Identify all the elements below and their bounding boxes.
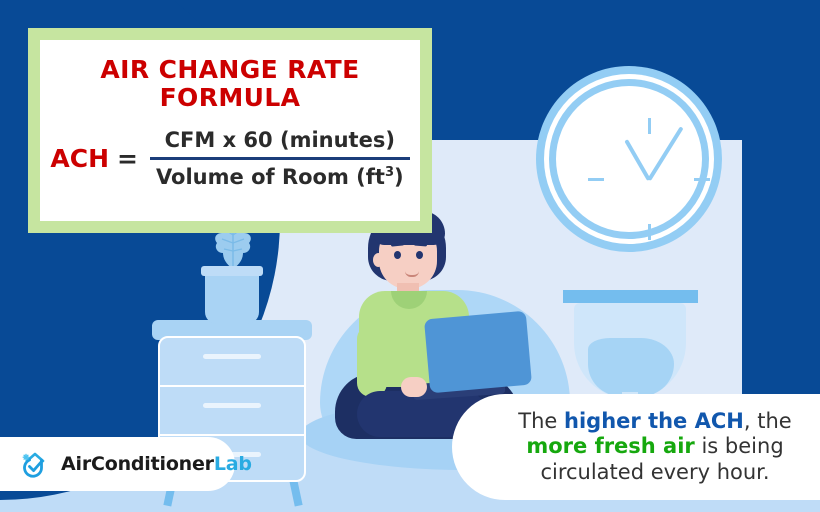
clock-face — [556, 86, 710, 240]
formula-card-inner: AIR CHANGE RATE FORMULA ACH = CFM x 60 (… — [40, 40, 420, 221]
clock-tick-9 — [588, 178, 604, 181]
plant-pot-lip — [201, 266, 263, 276]
denominator-exponent: 3 — [384, 165, 394, 180]
formula-numerator: CFM x 60 (minutes) — [164, 128, 395, 152]
formula-variable-ach: ACH — [50, 144, 109, 173]
dresser-divider-2 — [160, 434, 304, 436]
plant-pot — [205, 272, 259, 324]
person-eye-left — [394, 251, 401, 259]
logo-name-accent: Lab — [213, 453, 252, 475]
formula-fraction-bar — [149, 157, 410, 160]
clock-tick-12 — [648, 118, 651, 134]
formula-card: AIR CHANGE RATE FORMULA ACH = CFM x 60 (… — [28, 28, 432, 233]
logo-pill[interactable]: AirConditionerLab — [0, 437, 252, 491]
navy-right-band — [742, 0, 820, 400]
callout-highlight-ach: higher the ACH — [564, 409, 744, 434]
formula-equals-sign: = — [117, 144, 138, 173]
denominator-text: Volume of Room (ft — [155, 165, 385, 189]
laptop-screen — [423, 310, 588, 469]
person-collar — [391, 291, 427, 309]
clock-hour-hand — [624, 139, 651, 181]
person-ear — [373, 253, 384, 267]
formula-title: AIR CHANGE RATE FORMULA — [100, 56, 359, 112]
bowl-inner-shade — [588, 338, 674, 396]
person-eye-right — [416, 251, 423, 259]
logo-wordmark: AirConditionerLab — [61, 453, 252, 475]
logo-lockup: AirConditionerLab — [18, 447, 252, 481]
person-hand — [401, 377, 427, 397]
logo-icon-svg — [22, 452, 45, 478]
formula-denominator: Volume of Room (ft3) — [150, 165, 410, 189]
wall-clock-icon — [536, 66, 722, 252]
dresser-divider-1 — [160, 385, 304, 387]
formula-title-line2: FORMULA — [159, 83, 301, 112]
logo-name-dark: AirConditioner — [61, 453, 214, 475]
clock-tick-6 — [648, 224, 651, 240]
formula-fraction: CFM x 60 (minutes) Volume of Room (ft3) — [149, 128, 410, 189]
person-arm — [357, 325, 387, 397]
callout-highlight-fresh-air: more fresh air — [526, 434, 695, 459]
drawer-handle-2 — [203, 403, 261, 408]
clock-minute-hand — [647, 126, 684, 182]
callout-part1: The — [518, 409, 565, 434]
formula-equation: ACH = CFM x 60 (minutes) Volume of Room … — [40, 128, 420, 189]
callout-part3: is being circulated every hour. — [540, 434, 784, 484]
denominator-suffix: ) — [394, 165, 404, 189]
callout-text: The higher the ACH, the more fresh air i… — [452, 409, 820, 485]
shield-check-house-snowflake-icon — [18, 447, 52, 481]
drawer-handle-1 — [203, 354, 261, 359]
callout-part2: , the — [743, 409, 792, 434]
bowl-shelf-bar — [563, 290, 698, 303]
callout-panel: The higher the ACH, the more fresh air i… — [452, 394, 820, 500]
dresser-top-surface — [152, 320, 312, 340]
person-mouth — [405, 271, 419, 277]
formula-title-line1: AIR CHANGE RATE — [100, 55, 360, 84]
clock-tick-3 — [694, 178, 710, 181]
